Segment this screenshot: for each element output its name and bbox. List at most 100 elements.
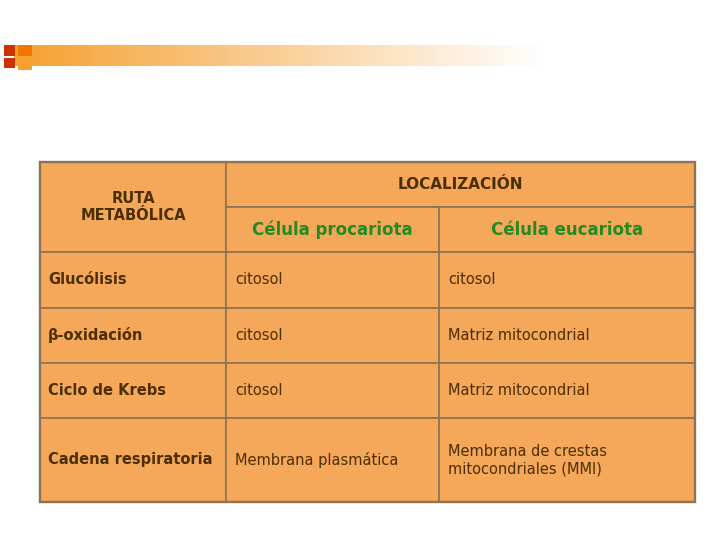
Bar — [30, 45, 35, 66]
Text: Matriz mitocondrial: Matriz mitocondrial — [448, 328, 590, 342]
Bar — [392, 45, 397, 66]
Bar — [322, 45, 327, 66]
Bar — [105, 45, 110, 66]
Bar — [226, 162, 695, 207]
Bar — [372, 45, 377, 66]
Bar — [266, 45, 271, 66]
Bar — [559, 45, 564, 66]
Bar — [534, 45, 539, 66]
Text: LOCALIZACIÓN: LOCALIZACIÓN — [398, 177, 523, 192]
Bar — [439, 417, 695, 502]
Bar — [488, 45, 493, 66]
Bar — [186, 45, 191, 66]
Bar — [35, 45, 40, 66]
Bar — [569, 45, 574, 66]
Bar — [95, 45, 100, 66]
Bar — [584, 45, 589, 66]
Bar — [387, 45, 392, 66]
Bar — [453, 45, 458, 66]
Bar — [17, 60, 32, 70]
Bar — [564, 45, 569, 66]
Bar — [362, 45, 367, 66]
Bar — [50, 45, 55, 66]
Bar — [261, 45, 266, 66]
Bar — [100, 45, 105, 66]
Bar — [241, 45, 246, 66]
Bar — [226, 362, 439, 417]
Bar — [579, 45, 584, 66]
Bar — [317, 45, 322, 66]
Bar — [523, 45, 528, 66]
Bar — [282, 45, 287, 66]
Bar — [518, 45, 523, 66]
Bar — [478, 45, 483, 66]
Bar — [433, 45, 438, 66]
Bar — [589, 45, 594, 66]
Bar — [574, 45, 579, 66]
Bar — [423, 45, 428, 66]
Bar — [251, 45, 256, 66]
Bar — [604, 45, 609, 66]
Bar — [17, 45, 32, 56]
Bar — [40, 45, 45, 66]
Bar — [382, 45, 387, 66]
Bar — [60, 45, 65, 66]
Bar — [40, 162, 226, 253]
Bar — [110, 45, 115, 66]
Bar — [408, 45, 413, 66]
Bar — [216, 45, 221, 66]
Bar — [448, 45, 453, 66]
Bar — [19, 45, 24, 66]
Bar — [327, 45, 332, 66]
Bar — [483, 45, 488, 66]
Bar — [292, 45, 297, 66]
Bar — [70, 45, 75, 66]
Bar — [508, 45, 513, 66]
Bar — [458, 45, 463, 66]
Bar — [24, 45, 30, 66]
Bar — [352, 45, 357, 66]
Bar — [45, 45, 50, 66]
Bar — [377, 45, 382, 66]
Bar — [236, 45, 241, 66]
Bar — [135, 45, 140, 66]
Text: Cadena respiratoria: Cadena respiratoria — [48, 453, 212, 468]
Text: Membrana de crestas
mitocondriales (MMI): Membrana de crestas mitocondriales (MMI) — [448, 444, 607, 476]
Bar — [75, 45, 80, 66]
Bar — [145, 45, 150, 66]
Bar — [544, 45, 549, 66]
Bar — [226, 45, 231, 66]
Bar — [439, 307, 695, 362]
Bar — [161, 45, 166, 66]
Bar — [503, 45, 508, 66]
Bar — [40, 253, 226, 307]
Bar — [55, 45, 60, 66]
Text: RUTA
METABÓLICA: RUTA METABÓLICA — [80, 191, 186, 224]
Bar — [226, 253, 439, 307]
Text: citosol: citosol — [235, 383, 282, 397]
Bar — [226, 207, 439, 253]
Bar — [402, 45, 408, 66]
Text: Célula procariota: Célula procariota — [253, 221, 413, 239]
Bar — [609, 45, 614, 66]
Bar — [226, 417, 439, 502]
Bar — [337, 45, 342, 66]
Bar — [528, 45, 534, 66]
Bar — [307, 45, 312, 66]
Bar — [4, 45, 14, 56]
Bar — [166, 45, 171, 66]
Bar — [206, 45, 211, 66]
Bar — [397, 45, 402, 66]
Bar — [231, 45, 236, 66]
Bar — [196, 45, 201, 66]
Bar — [256, 45, 261, 66]
Bar — [287, 45, 292, 66]
Bar — [418, 45, 423, 66]
Bar — [554, 45, 559, 66]
Bar — [80, 45, 85, 66]
Bar — [211, 45, 216, 66]
Bar — [347, 45, 352, 66]
Bar — [463, 45, 468, 66]
Bar — [150, 45, 156, 66]
Bar — [40, 162, 695, 502]
